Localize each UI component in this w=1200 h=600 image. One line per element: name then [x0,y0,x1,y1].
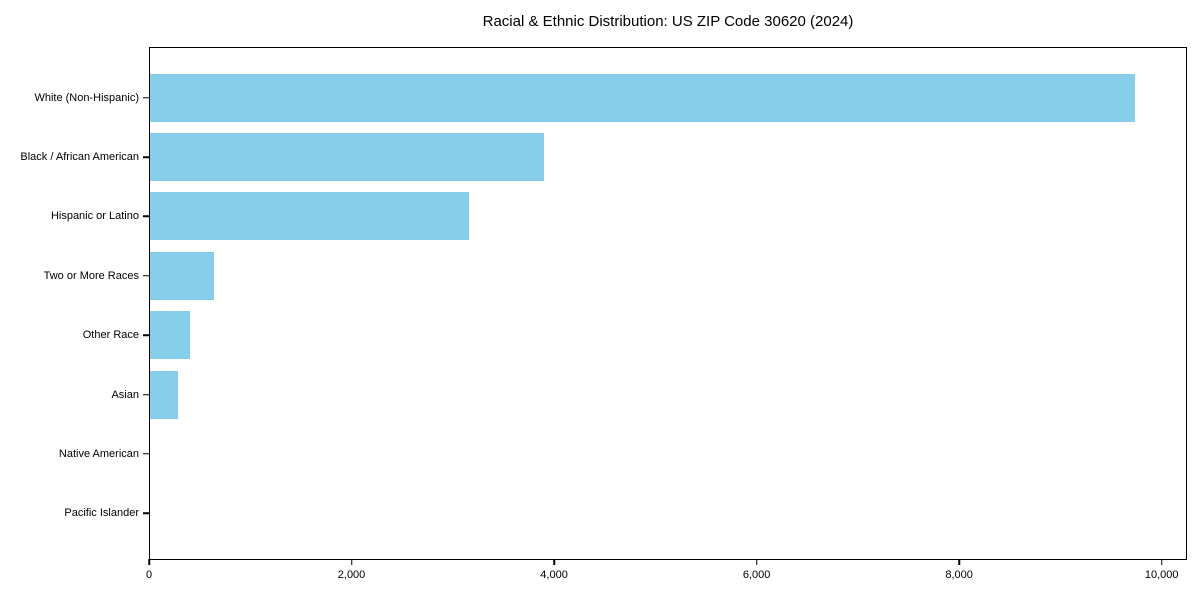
chart-row: Asian [111,365,1186,424]
x-tick-label: 10,000 [1144,569,1179,581]
chart-row: Other Race [83,306,1186,365]
x-tick-label: 4,000 [540,569,568,581]
bar [150,192,470,241]
chart-row: Pacific Islander [64,484,1186,543]
y-axis-tick [142,215,149,218]
chart-row: Hispanic or Latino [51,187,1186,246]
y-axis-label: Native American [58,447,139,460]
bar [150,251,215,300]
x-tick-mark [755,559,758,565]
y-axis-label: Black / African American [20,151,139,164]
chart-row: Two or More Races [44,246,1186,305]
y-axis-label: Hispanic or Latino [50,210,139,223]
bar [150,311,191,360]
chart-title: Racial & Ethnic Distribution: US ZIP Cod… [482,13,854,30]
x-tick-mark [148,559,150,565]
plot-area: White (Non-Hispanic) Black / African Amer… [20,47,1187,560]
bar [150,370,178,419]
x-tick-mark [350,559,353,565]
y-axis-tick [142,156,149,158]
x-tick-label: 2,000 [337,569,366,581]
chart-row: Native American [59,424,1186,483]
x-tick-mark [958,559,960,565]
y-axis-tick [142,453,149,455]
chart-row: Black / African American [20,127,1186,186]
chart-row: White (Non-Hispanic) [34,68,1186,127]
bar [150,133,545,182]
x-tick-mark [1160,559,1163,565]
y-axis-label: White (Non-Hispanic) [34,91,139,104]
bar [150,73,1135,122]
y-axis-tick [142,334,149,336]
y-axis-label: Two or More Races [43,269,139,282]
x-tick-label: 8,000 [945,569,973,581]
x-tick-label: 6,000 [742,569,771,581]
y-axis-label: Pacific Islander [64,507,139,520]
y-axis-tick [142,393,149,396]
x-tick-mark [553,559,555,565]
y-axis-tick [142,96,149,99]
x-tick-label: 0 [145,569,153,581]
y-axis-tick [142,512,149,515]
y-axis-tick [142,275,149,277]
y-axis-label: Other Race [82,329,139,342]
x-axis: 0 2,000 4,000 6,000 8,000 10,000 [145,559,1187,592]
bar-rows: White (Non-Hispanic) Black / African Amer… [20,48,1186,559]
y-axis-label: Asian [111,388,139,401]
